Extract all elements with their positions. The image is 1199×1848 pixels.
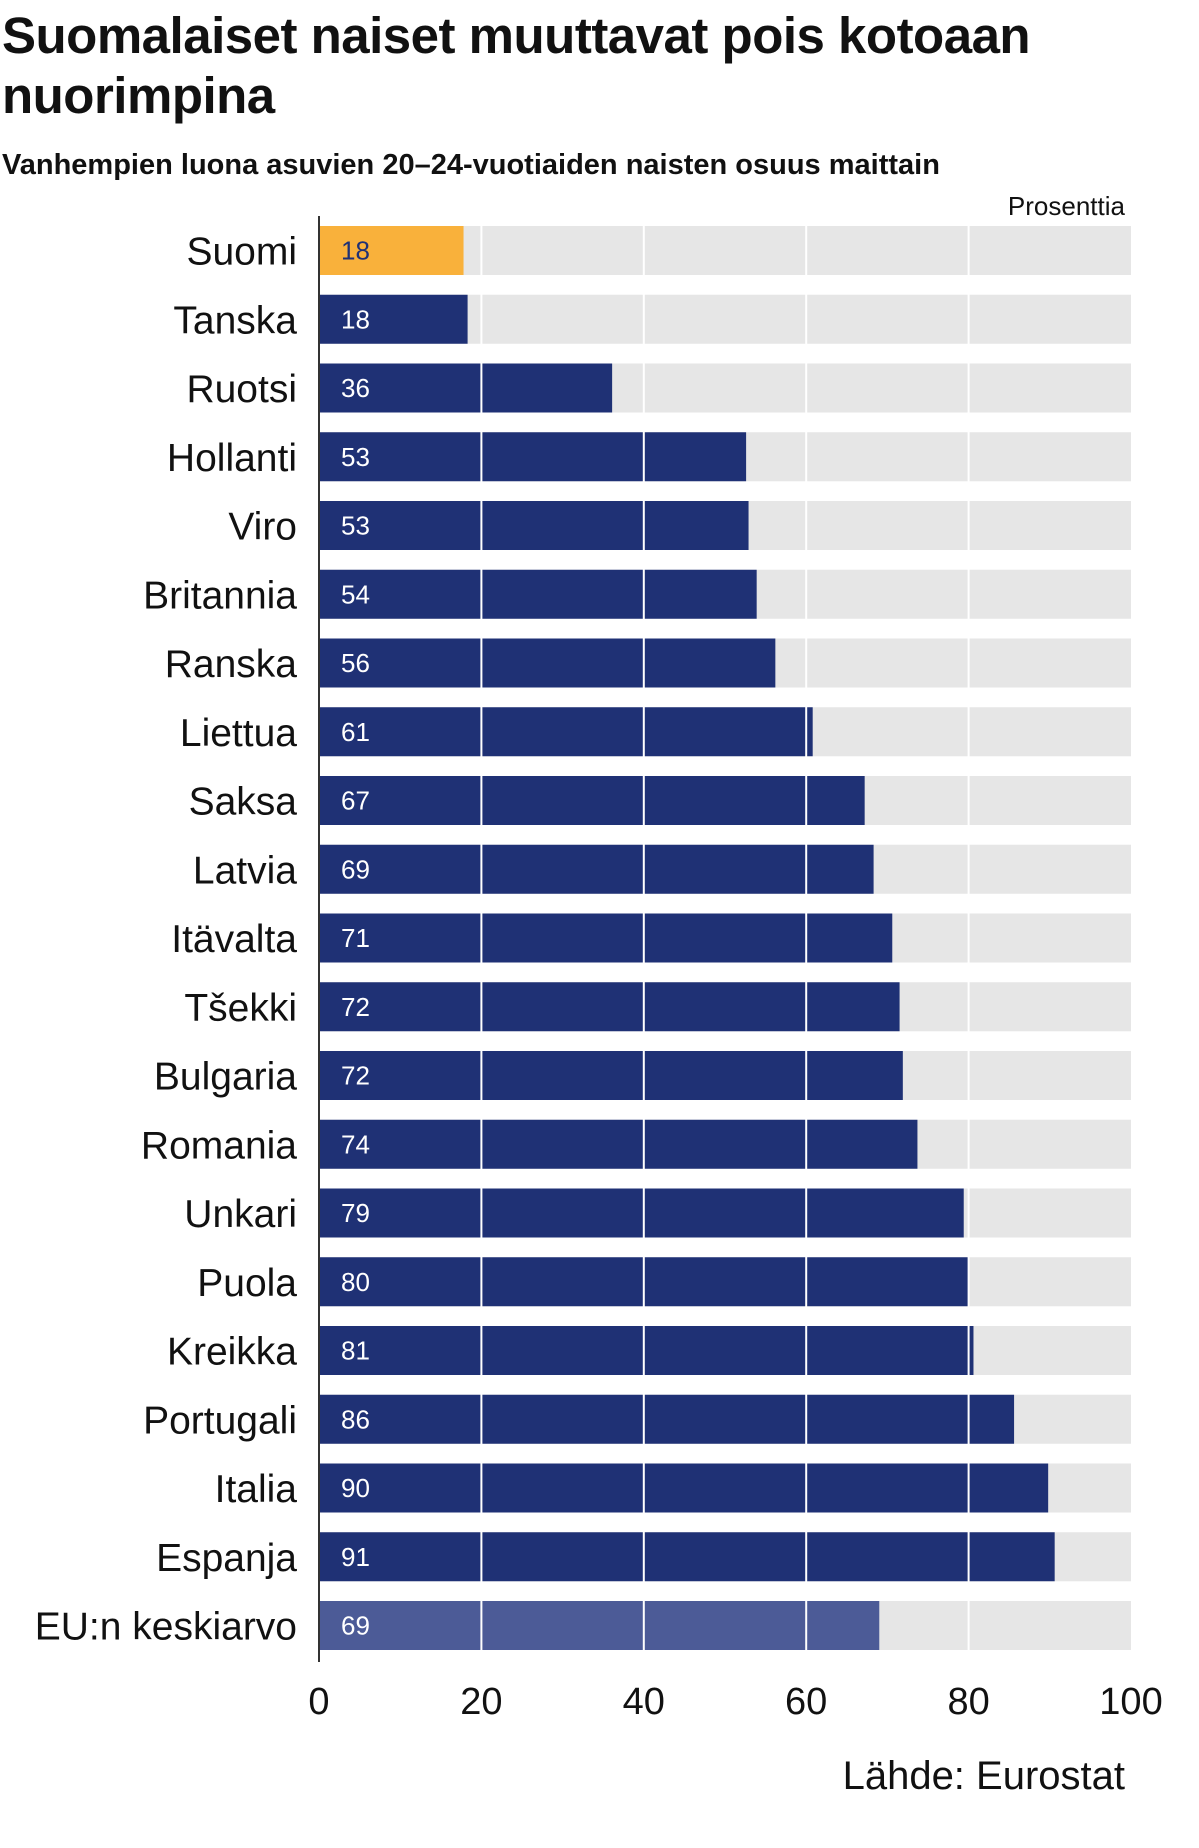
bar-eu-n-keskiarvo <box>319 1601 880 1650</box>
x-tick-label: 60 <box>785 1681 827 1720</box>
category-label: Hollanti <box>167 437 297 480</box>
bar-portugali <box>319 1394 1015 1444</box>
category-label: Unkari <box>184 1193 297 1236</box>
category-label: Tšekki <box>184 987 297 1030</box>
data-label: 18 <box>341 236 370 266</box>
category-label: Viro <box>228 506 297 549</box>
bar-viro <box>319 501 749 550</box>
bar-espanja <box>319 1532 1055 1582</box>
category-label: Tanska <box>173 299 297 342</box>
category-label: Latvia <box>193 849 297 892</box>
bar-britannia <box>319 569 757 619</box>
data-label: 54 <box>341 579 370 609</box>
data-label: 71 <box>341 923 370 953</box>
x-tick-label: 100 <box>1099 1681 1162 1720</box>
category-label: Bulgaria <box>154 1056 297 1099</box>
category-label: Ranska <box>165 643 298 686</box>
bar-unkari <box>319 1188 964 1238</box>
x-tick-label: 0 <box>308 1681 329 1720</box>
bar-ruotsi <box>319 363 613 413</box>
data-label: 74 <box>341 1129 370 1159</box>
data-label: 91 <box>341 1542 370 1572</box>
data-label: 72 <box>341 992 370 1022</box>
bar-italia <box>319 1463 1049 1513</box>
data-label: 90 <box>341 1473 370 1503</box>
bar-ranska <box>319 638 776 688</box>
data-label: 56 <box>341 648 370 678</box>
data-label: 79 <box>341 1198 370 1228</box>
category-label: Kreikka <box>167 1331 297 1374</box>
unit-label: Prosenttia <box>1007 191 1125 221</box>
category-label: Espanja <box>156 1537 297 1580</box>
category-label: Suomi <box>186 231 297 274</box>
category-label: Portugali <box>143 1399 297 1442</box>
category-label: Romania <box>141 1124 297 1167</box>
category-label: EU:n keskiarvo <box>35 1606 297 1649</box>
data-label: 67 <box>341 786 370 816</box>
x-tick-label: 20 <box>460 1681 502 1720</box>
data-label: 80 <box>341 1267 370 1297</box>
bar-bulgaria <box>319 1051 903 1100</box>
bar-kreikka <box>319 1326 974 1375</box>
data-label: 81 <box>341 1336 370 1366</box>
bar-saksa <box>319 776 865 825</box>
bar-romania <box>319 1119 918 1169</box>
data-label: 72 <box>341 1061 370 1091</box>
data-label: 18 <box>341 304 370 334</box>
bar-t-ekki <box>319 982 900 1032</box>
category-label: Ruotsi <box>186 368 297 411</box>
category-label: Itävalta <box>171 918 297 961</box>
x-tick-label: 80 <box>947 1681 989 1720</box>
source-note: Lähde: Eurostat <box>842 1754 1125 1798</box>
category-label: Britannia <box>143 574 297 617</box>
data-label: 69 <box>341 1611 370 1641</box>
data-label: 53 <box>341 511 370 541</box>
bar-chart: Suomi 18 Tanska 18 Ruotsi 36 Hollanti 53 Viro 53 B… <box>35 216 1163 1720</box>
data-label: 36 <box>341 373 370 403</box>
bar-suomi <box>319 226 464 275</box>
data-label: 86 <box>341 1404 370 1434</box>
category-label: Saksa <box>189 781 298 824</box>
x-tick-label: 40 <box>623 1681 665 1720</box>
bar-itävalta <box>319 913 893 963</box>
category-label: Puola <box>197 1262 297 1305</box>
bar-hollanti <box>319 432 747 482</box>
chart-title: Suomalaiset naiset muuttavat pois kotoaa… <box>2 7 1031 124</box>
data-label: 69 <box>341 854 370 884</box>
chart-subtitle: Vanhempien luona asuvien 20–24-vuotiaide… <box>2 149 940 181</box>
category-label: Italia <box>215 1468 298 1511</box>
data-label: 53 <box>341 442 370 472</box>
bar-latvia <box>319 844 874 894</box>
bar-tanska <box>319 294 468 344</box>
data-label: 61 <box>341 717 370 747</box>
category-label: Liettua <box>180 712 297 755</box>
bar-liettua <box>319 707 813 757</box>
